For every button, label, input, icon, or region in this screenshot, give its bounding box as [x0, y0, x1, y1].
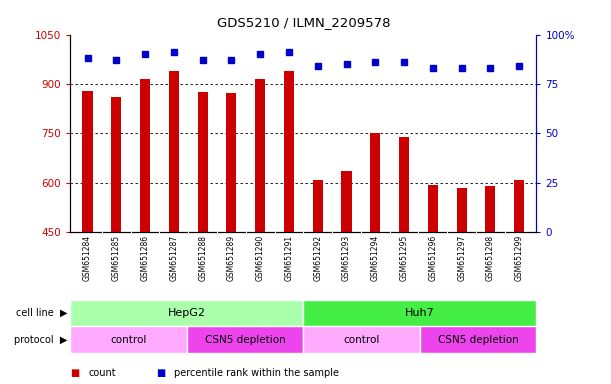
Text: GSM651298: GSM651298	[486, 235, 495, 281]
Text: GSM651284: GSM651284	[83, 235, 92, 281]
Text: GSM651296: GSM651296	[428, 235, 437, 281]
Text: GSM651286: GSM651286	[141, 235, 150, 281]
Bar	[169, 71, 179, 232]
Bar	[187, 326, 303, 353]
Text: GSM651299: GSM651299	[514, 235, 524, 281]
Bar	[456, 188, 467, 232]
Bar	[370, 134, 380, 232]
Bar	[197, 92, 208, 232]
Text: ■: ■	[156, 368, 165, 378]
Bar	[255, 79, 265, 232]
Text: GSM651294: GSM651294	[371, 235, 380, 281]
Bar	[70, 326, 187, 353]
Text: GSM651292: GSM651292	[313, 235, 322, 281]
Bar	[313, 180, 323, 232]
Bar	[342, 171, 351, 232]
Text: GSM651293: GSM651293	[342, 235, 351, 281]
Text: GDS5210 / ILMN_2209578: GDS5210 / ILMN_2209578	[217, 16, 390, 29]
Text: CSN5 depletion: CSN5 depletion	[205, 335, 285, 345]
Bar	[399, 137, 409, 232]
Bar	[485, 185, 496, 232]
Text: GSM651291: GSM651291	[285, 235, 293, 281]
Text: cell line  ▶: cell line ▶	[16, 308, 67, 318]
Bar	[420, 326, 536, 353]
Text: Huh7: Huh7	[405, 308, 435, 318]
Text: control: control	[111, 335, 147, 345]
Bar	[111, 96, 122, 232]
Text: GSM651285: GSM651285	[112, 235, 121, 281]
Text: GSM651295: GSM651295	[400, 235, 409, 281]
Bar	[303, 300, 536, 326]
Text: control: control	[343, 335, 380, 345]
Bar	[303, 326, 420, 353]
Text: GSM651289: GSM651289	[227, 235, 236, 281]
Bar	[514, 180, 524, 232]
Bar	[70, 300, 303, 326]
Text: GSM651288: GSM651288	[198, 235, 207, 281]
Bar	[140, 79, 150, 232]
Text: CSN5 depletion: CSN5 depletion	[438, 335, 519, 345]
Bar	[428, 185, 438, 232]
Text: GSM651297: GSM651297	[457, 235, 466, 281]
Text: GSM651290: GSM651290	[255, 235, 265, 281]
Bar	[284, 71, 294, 232]
Bar	[82, 91, 93, 232]
Text: GSM651287: GSM651287	[169, 235, 178, 281]
Text: ■: ■	[70, 368, 79, 378]
Text: HepG2: HepG2	[168, 308, 206, 318]
Text: percentile rank within the sample: percentile rank within the sample	[174, 368, 339, 378]
Text: protocol  ▶: protocol ▶	[14, 335, 67, 345]
Bar	[227, 93, 236, 232]
Text: count: count	[89, 368, 116, 378]
